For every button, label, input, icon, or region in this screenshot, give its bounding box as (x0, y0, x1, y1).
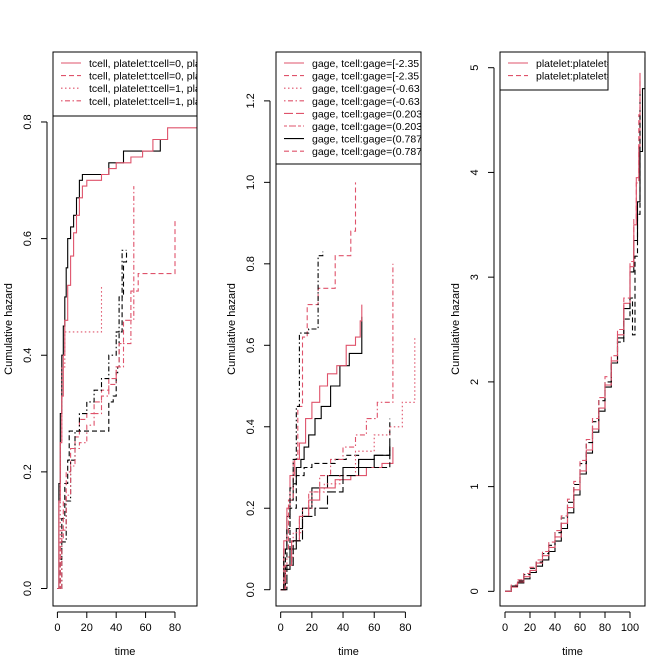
y-axis-title: Cumulative hazard (226, 283, 238, 375)
legend-label: tcell, platelet:tcell=1, pla (89, 96, 201, 108)
legend-label: gage, tcell:gage=(-0.63 (312, 83, 420, 95)
x-tick-label: 0 (502, 622, 508, 634)
y-tick-label: 0.8 (22, 114, 34, 129)
y-tick-label: 0.8 (245, 256, 257, 271)
legend-label: tcell, platelet:tcell=1, pla (89, 83, 201, 95)
x-tick-label: 0 (278, 622, 284, 634)
y-tick-label: 5 (469, 65, 481, 71)
x-tick-label: 60 (574, 622, 586, 634)
series-line-2 (505, 72, 641, 592)
y-axis-title: Cumulative hazard (3, 283, 15, 375)
x-tick-label: 60 (139, 622, 151, 634)
y-tick-label: 0.0 (22, 581, 34, 596)
series-line-2 (57, 127, 197, 590)
legend-box (275, 51, 422, 165)
x-tick-label: 20 (524, 622, 536, 634)
y-tick-label: 1.0 (245, 175, 257, 190)
legend-label: gage, tcell:gage=(0.787 (312, 146, 422, 158)
y-tick-label: 0.6 (245, 338, 257, 353)
x-tick-label: 40 (110, 622, 122, 634)
series-line-8 (280, 263, 394, 591)
legend-box (52, 51, 198, 117)
x-axis-title: time (338, 646, 359, 658)
y-tick-label: 0.4 (245, 419, 257, 434)
panel-1: 0 20 40 60 80 0.0 0.2 0.4 0.6 0.8 time Cumulative h… (3, 51, 201, 658)
legend-label: gage, tcell:gage=(0.203 (312, 108, 422, 120)
series-line-3 (505, 88, 641, 592)
y-tick-label: 3 (469, 274, 481, 280)
legend-box (499, 51, 609, 91)
legend-label: gage, tcell:gage=(0.787 (312, 134, 422, 146)
x-tick-label: 80 (399, 622, 411, 634)
y-tick-label: 0.0 (245, 582, 257, 597)
x-tick-label: 20 (81, 622, 93, 634)
series-line-5 (280, 418, 391, 591)
x-tick-label: 0 (54, 622, 60, 634)
x-tick-label: 40 (337, 622, 349, 634)
legend-label: tcell, platelet:tcell=0, pla (89, 58, 201, 70)
x-tick-label: 60 (368, 622, 380, 634)
plot-frame (52, 51, 198, 607)
x-tick-label: 80 (169, 622, 181, 634)
y-tick-label: 0.2 (245, 501, 257, 516)
y-tick-label: 1.2 (245, 93, 257, 108)
x-axis-title: time (115, 646, 136, 658)
series-line-10 (280, 443, 391, 591)
x-tick-label: 20 (306, 622, 318, 634)
series-line-6 (57, 249, 127, 590)
y-tick-label: 2 (469, 379, 481, 385)
legend-label: gage, tcell:gage=[-2.35 (312, 71, 419, 83)
series-line-7 (57, 186, 135, 590)
panel-2: 0 20 40 60 80 0.0 0.2 0.4 0.6 0.8 1.0 1.2 time Cumula… (226, 51, 422, 658)
series-line-4 (57, 221, 176, 590)
legend-label: gage, tcell:gage=[-2.35 (312, 58, 419, 70)
y-tick-label: 4 (469, 169, 481, 175)
y-tick-label: 1 (469, 484, 481, 490)
series-line-1 (57, 139, 161, 590)
y-tick-label: 0.2 (22, 464, 34, 479)
y-tick-label: 0.6 (22, 231, 34, 246)
series-line-4 (280, 447, 394, 591)
y-tick-label: 0.4 (22, 348, 34, 363)
y-tick-label: 0 (469, 588, 481, 594)
panel-3: 0 20 40 60 80 100 0 1 2 3 4 5 time Cumulative hazard p… (450, 51, 646, 658)
legend-label: platelet:platelet=0 (536, 58, 619, 70)
series-line-7 (280, 251, 324, 591)
legend-label: gage, tcell:gage=(0.203 (312, 121, 422, 133)
y-axis-title: Cumulative hazard (450, 283, 462, 375)
series-group (280, 182, 416, 591)
series-line-4 (505, 78, 641, 592)
x-tick-label: 40 (549, 622, 561, 634)
legend-label: platelet:platelet=1 (536, 71, 619, 83)
series-group (57, 127, 197, 590)
x-tick-label: 80 (599, 622, 611, 634)
series-line-5 (57, 285, 103, 590)
x-axis-title: time (562, 646, 583, 658)
legend-label: gage, tcell:gage=(-0.63 (312, 96, 420, 108)
series-line-2 (280, 447, 391, 591)
series-line-6 (280, 182, 357, 591)
x-tick-label: 100 (621, 622, 639, 634)
series-group (505, 57, 645, 592)
legend-label: tcell, platelet:tcell=0, pla (89, 71, 201, 83)
